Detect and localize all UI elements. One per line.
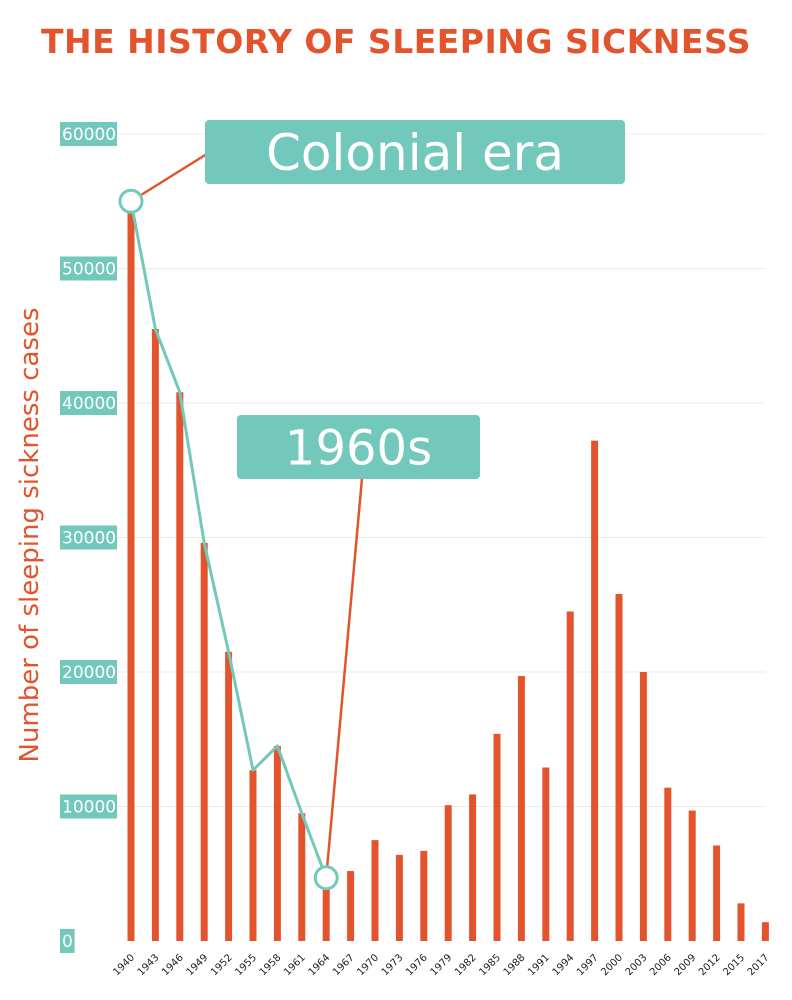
x-tick-label: 2006 — [648, 952, 674, 978]
y-tick: 40000 — [60, 391, 117, 415]
y-tick: 0 — [60, 929, 75, 953]
x-tick-label: 1997 — [575, 952, 601, 978]
x-tick-label: 1967 — [331, 952, 357, 978]
bar-1991 — [542, 767, 550, 941]
y-tick-label-bg — [60, 794, 117, 819]
y-tick-label: 10000 — [62, 798, 116, 818]
bar-1955 — [249, 770, 257, 941]
y-tick-label: 30000 — [62, 529, 116, 549]
trend-line — [129, 200, 328, 879]
bar-2015 — [737, 903, 745, 941]
annotation-label: Colonial era — [266, 124, 564, 182]
x-tick-label: 2012 — [697, 952, 723, 978]
annotation-marker — [118, 188, 144, 214]
bar-1982 — [469, 794, 477, 941]
annotation-leader-line — [324, 477, 364, 878]
x-tick-label: 1991 — [526, 952, 552, 978]
y-axis-ticks: 0 10000 20000 30000 40000 50000 60000 — [60, 122, 117, 953]
y-tick-label: 60000 — [62, 125, 116, 145]
bar-2012 — [713, 845, 721, 941]
x-tick-label: 1949 — [185, 952, 211, 978]
y-tick-label-bg — [60, 256, 117, 281]
x-tick-label: 1958 — [258, 952, 284, 978]
bar-1940 — [127, 201, 135, 941]
trend-line-group — [129, 200, 328, 879]
bar-1973 — [395, 854, 403, 941]
y-tick: 30000 — [60, 525, 117, 550]
x-tick-label: 1988 — [502, 952, 528, 978]
x-tick-label: 1952 — [209, 952, 235, 978]
bar-2000 — [615, 593, 623, 941]
chart-title: THE HISTORY OF SLEEPING SICKNESS — [40, 22, 752, 61]
x-tick-label: 1970 — [355, 952, 381, 978]
bar-1952 — [225, 651, 233, 941]
annotation-marker — [313, 865, 339, 891]
bar-2003 — [639, 672, 647, 941]
x-tick-label: 2017 — [746, 952, 772, 978]
annotation-box — [205, 120, 625, 184]
annotation-leader-line — [130, 150, 211, 203]
y-tick-label: 20000 — [62, 663, 116, 683]
bar-1976 — [420, 850, 428, 941]
x-tick-label: 1955 — [233, 952, 259, 978]
annotation-box — [237, 415, 480, 479]
annotation-colonial-era: Colonial era — [118, 120, 625, 214]
x-tick-label: 1961 — [282, 952, 308, 978]
y-tick-label-bg — [60, 122, 117, 146]
bar-1949 — [200, 542, 208, 941]
bar-2009 — [688, 810, 696, 941]
x-axis-ticks: 1940194319461949195219551958196119641967… — [111, 952, 771, 978]
x-tick-label: 1940 — [111, 952, 137, 978]
y-tick-label-bg — [60, 525, 117, 550]
y-tick-label: 40000 — [62, 394, 116, 414]
x-tick-label: 1994 — [551, 952, 577, 978]
y-tick-label-bg — [60, 929, 75, 953]
x-tick-label: 1985 — [477, 952, 503, 978]
x-tick-label: 1943 — [136, 952, 162, 978]
bar-1994 — [566, 611, 574, 941]
bar-2017 — [761, 922, 769, 941]
annotation-1960s: 1960s — [237, 415, 480, 891]
bar-2006 — [664, 787, 672, 941]
bar-1964 — [322, 877, 330, 941]
y-tick-label-bg — [60, 391, 117, 415]
x-tick-label: 2003 — [624, 952, 650, 978]
annotations: Colonial era 1960s — [118, 120, 625, 891]
x-tick-label: 2015 — [721, 952, 747, 978]
bar-1961 — [298, 813, 306, 941]
bar-1970 — [371, 840, 379, 941]
x-tick-label: 2000 — [599, 952, 625, 978]
bar-1946 — [176, 392, 184, 941]
x-tick-label: 1973 — [380, 952, 406, 978]
bar-1985 — [493, 733, 501, 941]
bars — [127, 201, 769, 941]
y-tick-label: 0 — [62, 932, 73, 952]
x-tick-label: 1982 — [453, 952, 479, 978]
bar-1967 — [347, 871, 355, 941]
annotation-label: 1960s — [285, 420, 432, 476]
bar-1997 — [591, 440, 599, 941]
bar-1958 — [273, 745, 281, 941]
y-tick-label: 50000 — [62, 260, 116, 280]
x-tick-label: 1976 — [404, 952, 430, 978]
x-tick-label: 2009 — [673, 952, 699, 978]
y-tick: 20000 — [60, 660, 117, 684]
x-tick-label: 1964 — [307, 952, 333, 978]
x-tick-label: 1946 — [160, 952, 186, 978]
y-tick-label-bg — [60, 660, 117, 684]
x-tick-label: 1979 — [429, 952, 455, 978]
y-tick: 50000 — [60, 256, 117, 281]
bar-1979 — [444, 805, 452, 941]
y-tick: 60000 — [60, 122, 117, 146]
bar-1988 — [517, 676, 525, 941]
y-tick: 10000 — [60, 794, 117, 819]
bar-1943 — [151, 329, 159, 941]
